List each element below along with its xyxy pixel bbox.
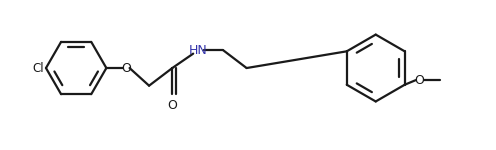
Text: Cl: Cl xyxy=(32,61,44,75)
Text: HN: HN xyxy=(188,44,207,57)
Text: O: O xyxy=(121,61,131,75)
Text: O: O xyxy=(167,99,177,112)
Text: O: O xyxy=(415,74,425,87)
